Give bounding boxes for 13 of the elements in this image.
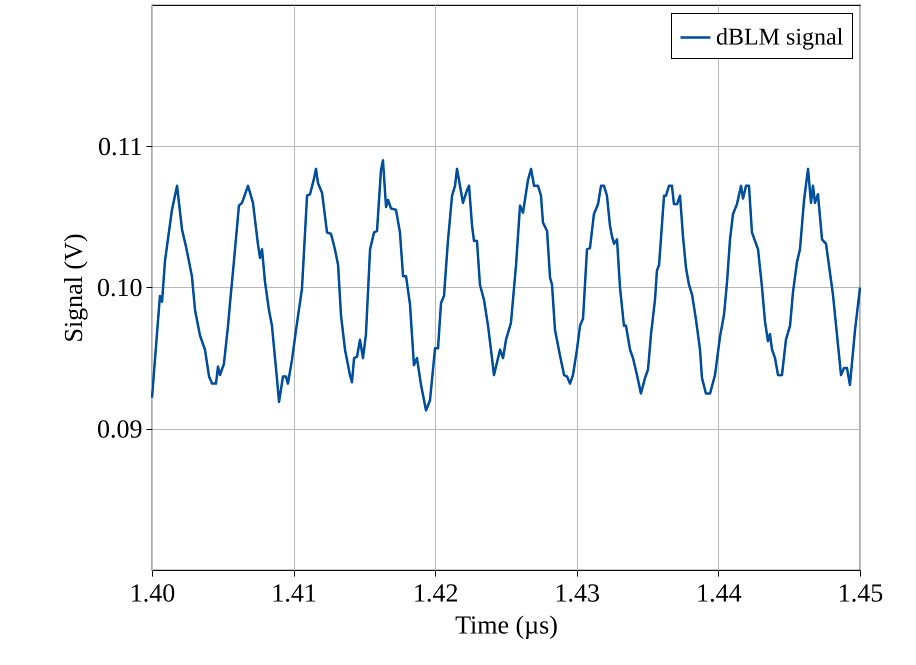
line-series [150, 159, 862, 412]
y-tick-label: 0.09 [97, 414, 142, 444]
y-axis-title: Signal (V) [59, 233, 88, 343]
legend-label: dBLM signal [716, 24, 844, 50]
x-tick-label: 1.42 [412, 578, 458, 608]
x-tick-label: 1.45 [838, 578, 884, 608]
y-tick-label: 0.10 [97, 273, 142, 302]
x-tick-label: 1.41 [271, 578, 317, 608]
y-tick-label: 0.11 [98, 132, 142, 161]
x-tick-label: 1.43 [554, 578, 600, 608]
x-tick-label: 1.44 [696, 578, 742, 608]
x-axis-title: Time (µs) [455, 610, 558, 640]
x-tick-label: 1.40 [130, 578, 176, 608]
